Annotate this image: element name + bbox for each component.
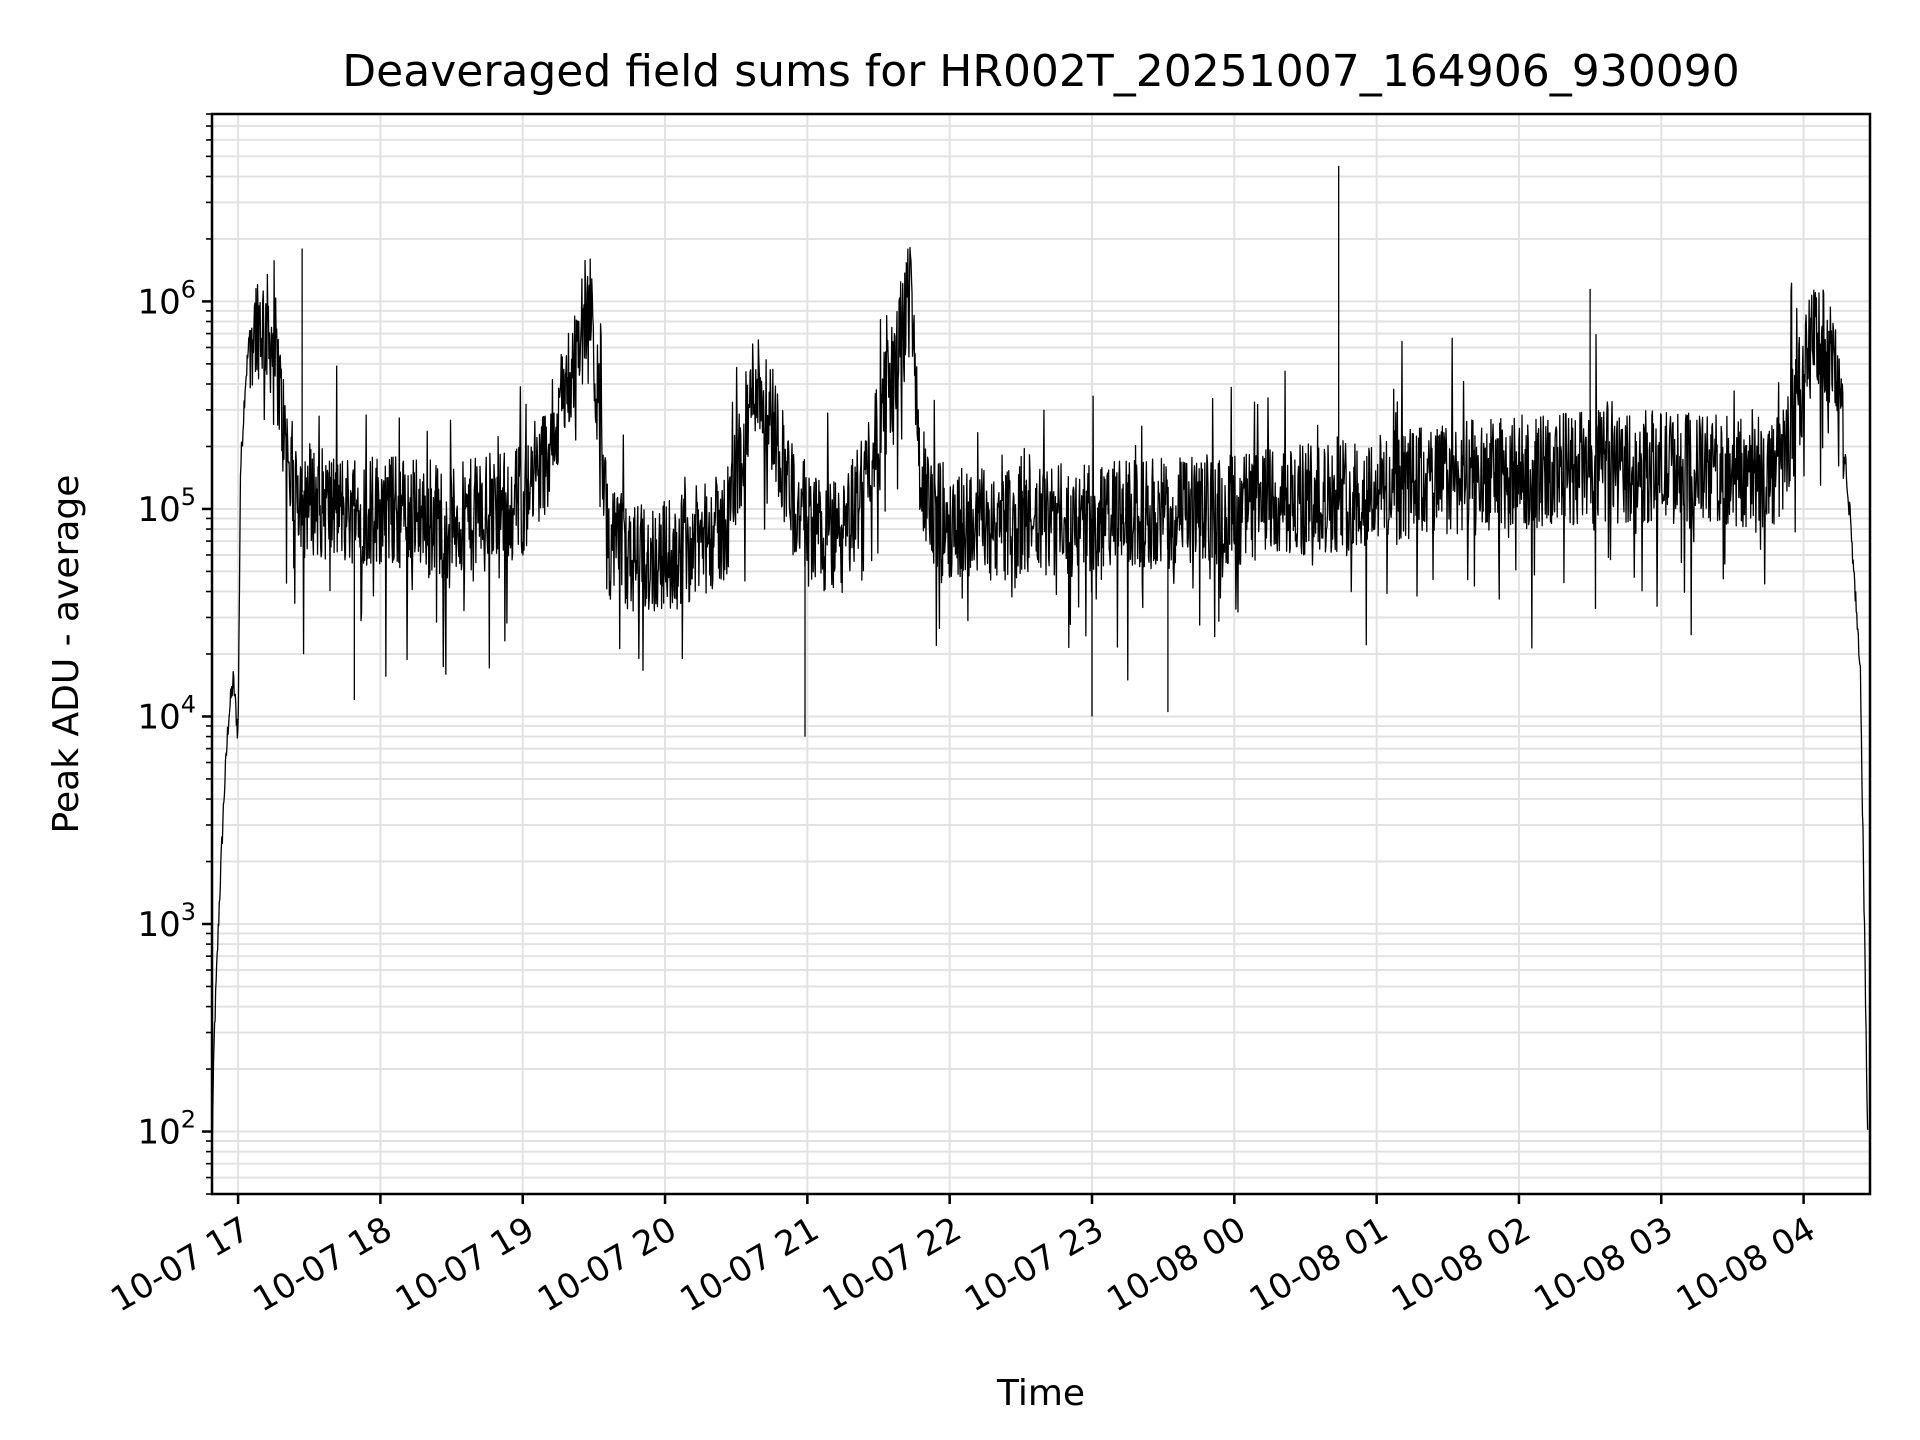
x-axis-label: Time xyxy=(996,1373,1085,1414)
x-tick-label: 10-08 02 xyxy=(1385,1209,1537,1320)
x-tick-label: 10-07 19 xyxy=(389,1209,541,1320)
series-line xyxy=(212,246,1869,1148)
x-tick-label: 10-07 21 xyxy=(673,1209,825,1320)
y-tick-label: 106 xyxy=(137,275,196,322)
x-tick-label: 10-07 22 xyxy=(816,1209,968,1320)
x-tick-label: 10-07 20 xyxy=(531,1209,683,1320)
x-tick-label: 10-08 03 xyxy=(1527,1209,1679,1320)
y-tick-label: 103 xyxy=(137,898,196,945)
y-tick-label: 104 xyxy=(137,690,196,737)
x-tick-label: 10-07 17 xyxy=(104,1209,256,1320)
series-layer xyxy=(212,165,1869,1148)
y-tick-label: 102 xyxy=(137,1106,196,1153)
chart-title: Deaveraged field sums for HR002T_2025100… xyxy=(342,46,1739,97)
x-tick-label: 10-08 04 xyxy=(1670,1209,1822,1320)
x-tick-label: 10-07 18 xyxy=(247,1209,399,1320)
x-tick-label: 10-07 23 xyxy=(958,1209,1110,1320)
y-tick-label: 105 xyxy=(137,483,196,530)
grid xyxy=(212,113,1870,1195)
y-axis: 102 103 104 105 106 xyxy=(137,113,212,1195)
x-tick-label: 10-08 00 xyxy=(1100,1209,1252,1320)
y-axis-label: Peak ADU - average xyxy=(46,475,87,834)
x-tick-label: 10-08 01 xyxy=(1243,1209,1395,1320)
